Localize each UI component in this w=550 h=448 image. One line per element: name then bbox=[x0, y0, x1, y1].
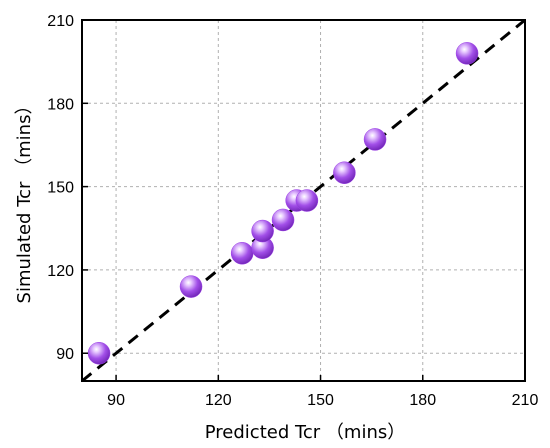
x-tick-labels: 90 120 150 180 210 bbox=[107, 392, 538, 409]
data-point bbox=[295, 189, 319, 212]
data-point bbox=[179, 275, 203, 298]
y-tick-labels: 90 120 150 180 210 bbox=[47, 13, 74, 363]
y-axis-title: Simulated Tcr （mins） bbox=[14, 97, 35, 304]
data-point bbox=[333, 161, 356, 184]
plot-frame bbox=[81, 19, 526, 382]
data-point bbox=[455, 42, 479, 65]
data-point bbox=[230, 242, 254, 265]
data-point bbox=[271, 208, 295, 232]
y-tick-label: 120 bbox=[47, 263, 74, 280]
data-point bbox=[251, 219, 274, 243]
x-tick-label: 210 bbox=[512, 392, 539, 409]
y-tick-label: 150 bbox=[47, 180, 74, 197]
data-point bbox=[87, 341, 111, 365]
x-tick-label: 90 bbox=[107, 392, 125, 409]
y-tick-label: 90 bbox=[56, 346, 74, 363]
x-tick-label: 180 bbox=[409, 392, 436, 409]
x-axis-title: Predicted Tcr （mins） bbox=[205, 422, 406, 443]
x-tick-label: 150 bbox=[307, 392, 334, 409]
data-points bbox=[87, 42, 479, 365]
axis-ticks bbox=[82, 19, 526, 381]
y-tick-label: 210 bbox=[47, 13, 74, 30]
x-tick-label: 120 bbox=[205, 392, 232, 409]
y-tick-label: 180 bbox=[47, 96, 74, 113]
data-point bbox=[363, 128, 387, 151]
